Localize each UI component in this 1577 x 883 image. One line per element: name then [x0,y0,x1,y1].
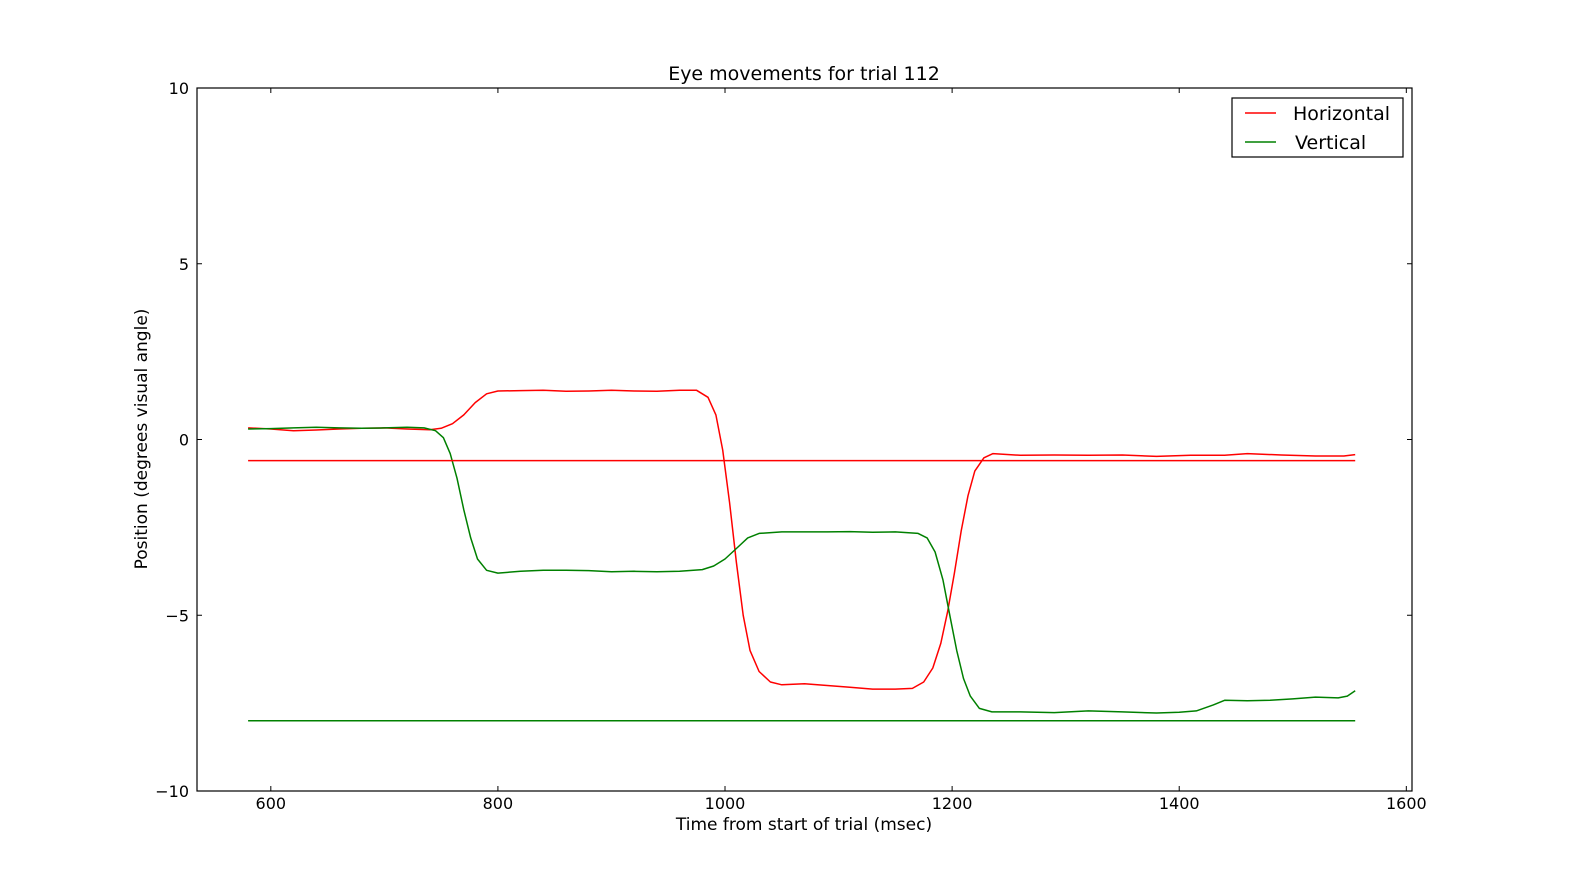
x-tick-label: 800 [483,794,514,813]
y-axis-label: Position (degrees visual angle) [132,309,152,570]
x-axis-label: Time from start of trial (msec) [675,815,932,835]
legend-label-horizontal: Horizontal [1293,103,1390,125]
y-tick-label: 0 [179,431,189,450]
y-tick-label: −10 [155,782,189,801]
chart-title: Eye movements for trial 112 [668,63,940,85]
tick-layer: 600 800 1000 1200 1400 1600 −10 −5 0 5 10 [155,79,1426,813]
x-tick-label: 600 [256,794,287,813]
x-tick-label: 1600 [1386,794,1427,813]
y-tick-label: −5 [165,606,189,625]
y-tick-label: 5 [179,255,189,274]
legend-label-vertical: Vertical [1295,132,1366,154]
series-line-horizontal [248,389,1356,690]
y-tick-label: 10 [169,79,189,98]
series-layer [248,389,1356,722]
series-line-vertical [248,426,1356,714]
x-tick-label: 1200 [932,794,973,813]
x-tick-label: 1400 [1159,794,1200,813]
legend-box [1231,97,1404,158]
legend: Horizontal Vertical [1231,97,1404,158]
x-tick-label: 1000 [705,794,746,813]
